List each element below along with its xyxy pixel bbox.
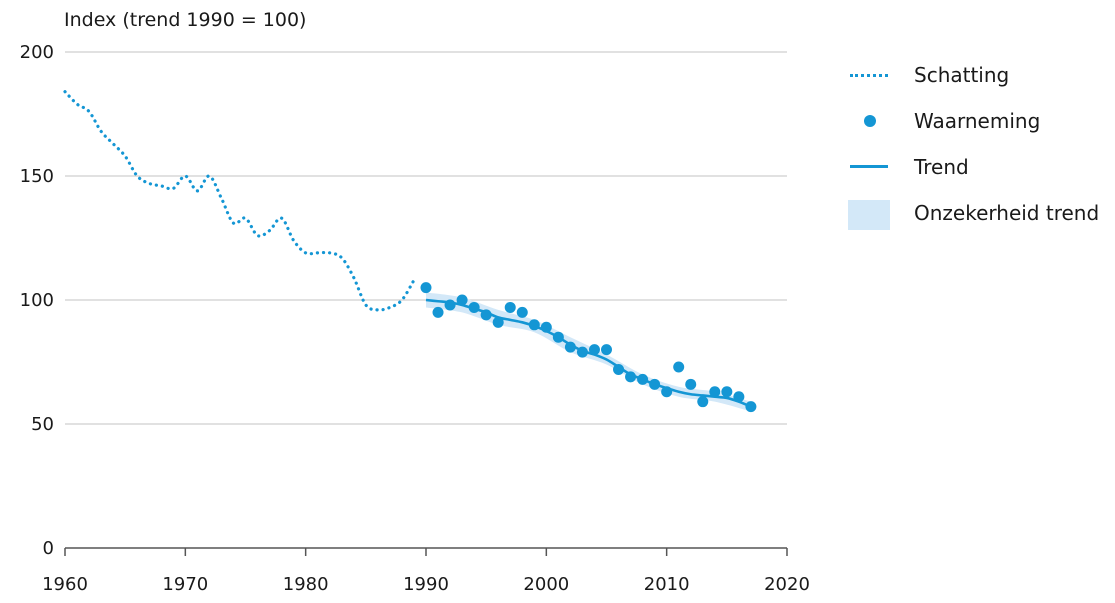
observation-point — [637, 373, 649, 385]
legend: Schatting Waarneming Trend Onzekerheid t… — [848, 52, 1099, 236]
observation-point — [601, 344, 612, 356]
observation-point — [564, 341, 576, 353]
observation-point — [552, 331, 564, 343]
observation-point — [444, 299, 456, 311]
x-tick-label: 2020 — [764, 574, 810, 595]
legend-label: Onzekerheid trend — [914, 201, 1100, 225]
dot-icon — [848, 109, 890, 133]
observation-point — [745, 401, 757, 413]
estimate-series — [63, 90, 416, 312]
legend-item-waarneming: Waarneming — [848, 98, 1099, 144]
legend-item-schatting: Schatting — [848, 52, 1099, 98]
observation-point — [588, 344, 600, 356]
observation-point — [721, 386, 733, 398]
estimate-line — [63, 90, 416, 312]
observation-point — [480, 309, 492, 321]
x-tick-label: 1980 — [283, 574, 329, 595]
band-icon — [848, 200, 890, 230]
observation-point — [576, 346, 588, 358]
trend-series — [425, 298, 752, 408]
trend-line — [425, 298, 752, 408]
solid-line-icon — [848, 155, 890, 179]
x-tick-label: 2010 — [644, 574, 690, 595]
y-tick-label: 50 — [31, 414, 54, 435]
observation-point — [673, 361, 685, 373]
legend-label: Trend — [914, 155, 969, 179]
observation-point — [528, 319, 540, 331]
observation-point — [492, 316, 504, 328]
y-axis-title: Index (trend 1990 = 100) — [64, 9, 306, 31]
observation-point — [540, 321, 552, 333]
observation-point — [733, 391, 745, 403]
observation-point — [432, 306, 444, 318]
observation-point — [697, 396, 709, 408]
observation-point — [613, 363, 625, 375]
x-tick-label: 1970 — [162, 574, 208, 595]
x-tick-label: 1990 — [403, 574, 449, 595]
legend-item-onzekerheid: Onzekerheid trend — [848, 190, 1099, 236]
y-tick-label: 0 — [43, 538, 54, 559]
observation-point — [685, 378, 697, 390]
x-tick-label: 2000 — [523, 574, 569, 595]
observation-point — [661, 386, 673, 398]
legend-label: Waarneming — [914, 109, 1041, 133]
y-tick-label: 100 — [20, 290, 54, 311]
observation-point — [504, 301, 516, 313]
observation-series — [420, 282, 757, 413]
y-tick-label: 200 — [20, 42, 54, 63]
legend-label: Schatting — [914, 63, 1010, 87]
observation-point — [468, 301, 480, 313]
axes: 0 50 100 150 200 1960 1970 1980 1990 2000 2010 2020 — [20, 42, 810, 595]
dotted-line-icon — [848, 63, 890, 87]
observation-point — [625, 371, 637, 383]
observation-point — [709, 386, 721, 398]
legend-item-trend: Trend — [848, 144, 1099, 190]
observation-point — [516, 306, 528, 318]
observation-point — [420, 282, 432, 294]
observation-point — [649, 378, 661, 390]
x-tick-label: 1960 — [42, 574, 88, 595]
y-tick-label: 150 — [20, 166, 54, 187]
observation-point — [456, 294, 468, 306]
